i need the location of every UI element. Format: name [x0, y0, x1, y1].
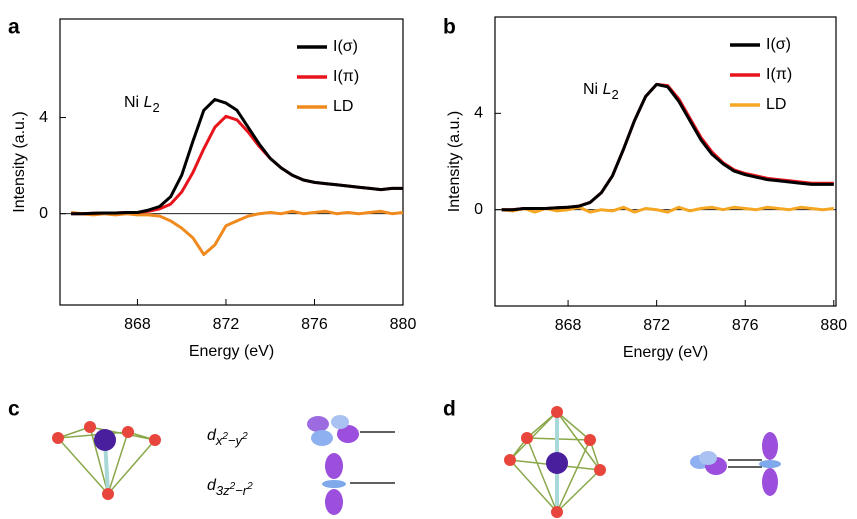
annotation: Ni L2 [124, 94, 160, 115]
y-axis-label: Intensity (a.u.) [446, 111, 463, 212]
y-tick-label: 4 [474, 105, 483, 122]
plot-frame [494, 16, 837, 307]
annotation-part: L [144, 94, 153, 111]
x-axis-label: Energy (eV) [189, 343, 274, 360]
x-tick-label: 872 [643, 317, 670, 334]
atoms [52, 421, 161, 500]
annotation-part: Ni [124, 94, 144, 111]
legend-label: I(σ) [766, 36, 791, 53]
panel-label: c [8, 398, 20, 421]
data-line [501, 82, 834, 212]
legend-label: I(π) [766, 66, 792, 83]
orbital-label-part: 3z [216, 483, 230, 498]
atoms-d [504, 406, 606, 518]
x-tick-label: 868 [555, 317, 582, 334]
orbital-label-part: −y [228, 433, 244, 448]
legend-label: LD [766, 96, 786, 113]
x-tick-label: 880 [820, 317, 847, 334]
legend-label: I(π) [333, 68, 359, 85]
annotation-part: L [603, 81, 612, 98]
x-tick-label: 876 [732, 317, 759, 334]
y-tick-label: 4 [39, 109, 48, 126]
x-tick-label: 872 [213, 316, 240, 333]
orbitals-d [690, 432, 781, 496]
octahedron-diagram [509, 411, 601, 513]
y-axis-label: Intensity (a.u.) [11, 111, 28, 212]
annotation: Ni L2 [583, 81, 619, 102]
legend-label: LD [333, 98, 353, 115]
orbital-label-part: d [207, 427, 217, 444]
plot-frame [59, 18, 404, 306]
panel-label: a [8, 16, 20, 39]
orbital-label: dx2−y2 [207, 427, 248, 448]
orbital-label-part: d [207, 477, 217, 494]
orbital-label: d3z2−r2 [207, 477, 253, 498]
orbital-label-part: 2 [246, 481, 253, 492]
orbital-label-part: x [215, 433, 223, 448]
panel-label: b [443, 16, 456, 39]
orbital-label-part: −r [235, 483, 248, 498]
x-axis-label: Energy (eV) [623, 344, 708, 361]
data-line [71, 98, 403, 216]
annotation-part: 2 [152, 100, 159, 115]
legend-label: I(σ) [333, 38, 358, 55]
orbital-label-part: 2 [221, 431, 228, 442]
annotation-part: 2 [611, 87, 618, 102]
annotation-part: Ni [583, 81, 603, 98]
data-line [71, 114, 403, 216]
data-line [501, 205, 834, 214]
y-tick-label: 0 [39, 205, 48, 222]
data-line [70, 209, 404, 256]
y-tick-label: 0 [474, 201, 483, 218]
x-tick-label: 868 [124, 316, 151, 333]
orbital-label-part: 2 [229, 481, 236, 492]
orbital-label-part: 2 [241, 431, 248, 442]
panel-label: d [443, 398, 456, 421]
orbitals-c [307, 415, 395, 515]
x-tick-label: 876 [301, 316, 328, 333]
x-tick-label: 880 [390, 316, 417, 333]
